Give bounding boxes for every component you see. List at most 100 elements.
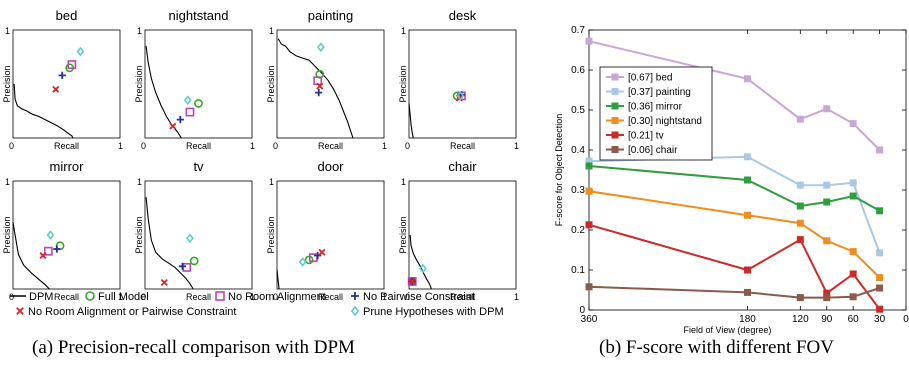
legend-label: [0.36] mirror (628, 102, 683, 113)
panel-frame (408, 180, 517, 290)
legend-label: [0.67] bed (628, 73, 672, 84)
series-point (823, 289, 831, 297)
series-point (849, 179, 857, 187)
noroom-marker (182, 262, 192, 272)
x-tick-label: 0 (9, 141, 14, 151)
x-axis-label: Recall (186, 292, 211, 302)
y-axis-label: Precision (134, 216, 144, 253)
caption-left: (a) Precision-recall comparison with DPM (32, 337, 355, 358)
legend-full-marker (85, 291, 95, 301)
legend-point (611, 131, 619, 139)
legend-point (611, 73, 619, 81)
x-tick-label: 0 (903, 314, 909, 325)
series-point (876, 305, 884, 313)
x-axis-label: Recall (186, 141, 211, 151)
x-axis-label: Recall (318, 292, 343, 302)
series-point (744, 288, 751, 296)
prune-marker (419, 263, 427, 274)
nopair-marker (58, 71, 66, 79)
series-point (796, 294, 804, 302)
nopair-marker (314, 251, 322, 260)
panel-frame (408, 29, 517, 139)
nopair-marker (178, 262, 187, 270)
legend-noboth-marker (16, 307, 24, 315)
series-line (588, 285, 880, 299)
series-point (876, 284, 884, 292)
series-point (585, 283, 593, 291)
series-point (744, 153, 751, 161)
y-axis-label: Precision (266, 216, 276, 253)
series-point (744, 75, 751, 83)
panel-title: bed (56, 8, 78, 23)
noboth-marker (52, 85, 60, 93)
series-point (876, 274, 884, 282)
noboth-marker (318, 248, 326, 256)
legend-nopair-marker (351, 292, 359, 300)
x-tick-label: 1 (514, 141, 519, 151)
series-line (588, 155, 881, 254)
y-tick-label: 0.5 (571, 105, 585, 116)
dpm-curve (12, 221, 50, 290)
nopair-marker (315, 89, 323, 97)
x-axis-label: Recall (450, 141, 475, 151)
prune-marker (183, 95, 192, 106)
x-axis-label: Recall (54, 141, 79, 151)
series-point (849, 293, 857, 301)
x-tick-label: 1 (382, 141, 387, 151)
series-point (585, 37, 593, 45)
x-tick-label: 1 (250, 292, 255, 302)
x-tick-label: 120 (792, 314, 809, 325)
x-tick-label: 1 (250, 141, 255, 151)
y-tick-label: 1 (137, 177, 142, 187)
noroom-marker (67, 60, 77, 69)
series-point (823, 105, 831, 113)
y-tick-label: 0.4 (571, 145, 585, 156)
series-point (849, 248, 857, 256)
legend-point (611, 146, 619, 153)
dpm-curve (408, 103, 414, 139)
legend-label: [0.37] painting (628, 87, 691, 98)
series-point (796, 219, 804, 227)
legend-point (611, 88, 619, 95)
y-axis-label: Precision (398, 65, 408, 102)
noroom-marker (185, 107, 195, 117)
panel-frame (276, 180, 385, 290)
x-tick-label: 0 (141, 141, 146, 151)
dpm-curve (409, 234, 433, 290)
series-point (585, 187, 593, 195)
series-point (796, 236, 804, 244)
noboth-marker (39, 252, 47, 260)
line-legend-box (599, 66, 713, 161)
y-tick-label: 0.3 (571, 185, 585, 196)
x-axis-label: Recall (54, 292, 79, 302)
x-tick-label: 90 (821, 314, 833, 325)
y-tick-label: 1 (5, 177, 10, 187)
y-axis-label: Precision (134, 65, 144, 102)
dpm-curve (145, 46, 182, 139)
x-tick-label: 60 (848, 314, 860, 325)
x-tick-label: 0 (9, 292, 14, 302)
series-point (585, 221, 593, 229)
panel-title: door (317, 159, 344, 174)
dpm-curve (13, 83, 74, 139)
x-tick-label: 1 (118, 292, 123, 302)
series-line (588, 223, 881, 310)
y-axis-label: Precision (2, 216, 12, 253)
panel-title: tv (193, 159, 204, 174)
series-point (876, 249, 884, 257)
series-point (849, 270, 857, 278)
series-point (585, 162, 593, 170)
dpm-curve (276, 269, 280, 290)
full-marker (189, 256, 199, 266)
y-tick-label: 1 (137, 26, 142, 36)
prune-marker (46, 230, 55, 240)
legend-label: Full Model (98, 291, 149, 303)
noboth-marker (169, 122, 177, 130)
y-axis-label: Precision (398, 216, 408, 253)
legend-noroom-marker (215, 291, 225, 301)
panel-title: mirror (50, 159, 85, 174)
x-tick-label: 0 (273, 292, 278, 302)
legend-label: [0.21] tv (628, 131, 664, 142)
series-point (585, 157, 593, 165)
